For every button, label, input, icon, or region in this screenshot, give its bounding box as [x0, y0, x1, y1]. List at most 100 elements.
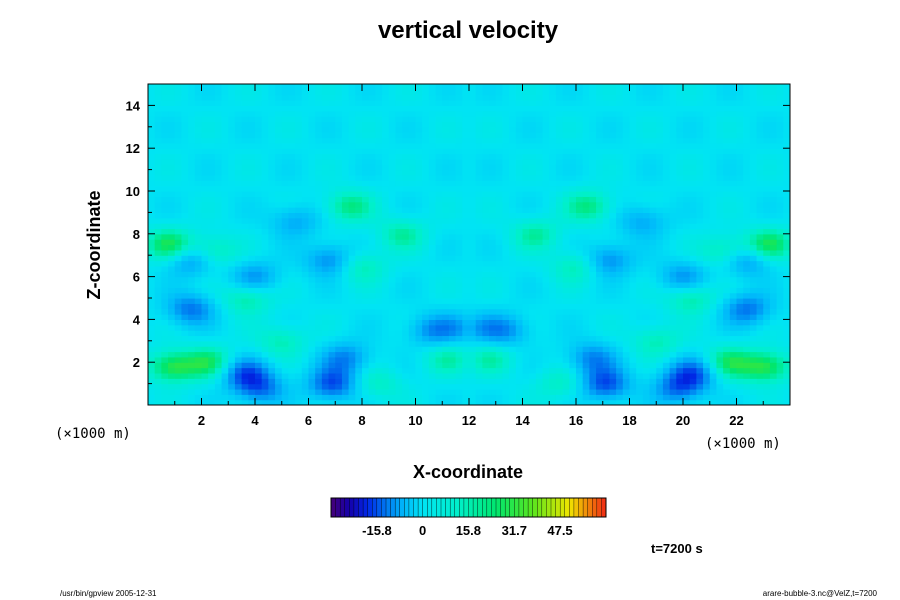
- heatmap-cell: [301, 89, 310, 96]
- heatmap-cell: [662, 164, 671, 171]
- heatmap-cell: [529, 249, 537, 256]
- heatmap-cell: [214, 233, 223, 240]
- heatmap-cell: [295, 126, 303, 133]
- heatmap-cell: [495, 346, 504, 353]
- heatmap-cell: [248, 287, 256, 294]
- heatmap-cell: [161, 249, 169, 256]
- heatmap-cell: [288, 298, 296, 304]
- heatmap-cell: [248, 314, 256, 320]
- heatmap-cell: [295, 281, 303, 288]
- heatmap-cell: [515, 308, 524, 315]
- heatmap-cell: [382, 164, 390, 171]
- heatmap-cell: [248, 281, 256, 288]
- heatmap-cell: [455, 196, 463, 203]
- heatmap-cell: [375, 319, 383, 326]
- heatmap-cell: [214, 346, 223, 353]
- heatmap-cell: [676, 362, 684, 369]
- heatmap-cell: [328, 94, 336, 101]
- heatmap-cell: [469, 383, 477, 390]
- heatmap-cell: [562, 132, 570, 139]
- heatmap-cell: [301, 260, 310, 267]
- heatmap-cell: [208, 399, 216, 405]
- heatmap-cell: [469, 378, 477, 385]
- heatmap-cell: [208, 196, 216, 203]
- heatmap-cell: [275, 121, 283, 128]
- heatmap-cell: [234, 372, 243, 379]
- heatmap-cell: [629, 271, 637, 278]
- heatmap-cell: [368, 153, 376, 160]
- heatmap-cell: [448, 314, 457, 320]
- heatmap-cell: [295, 287, 303, 294]
- heatmap-cell: [362, 281, 370, 288]
- heatmap-cell: [161, 378, 169, 385]
- heatmap-cell: [315, 298, 323, 304]
- heatmap-cell: [168, 105, 176, 112]
- heatmap-cell: [328, 89, 336, 96]
- heatmap-cell: [408, 105, 417, 112]
- heatmap-cell: [188, 105, 196, 112]
- heatmap-cell: [683, 201, 691, 208]
- heatmap-cell: [703, 356, 711, 363]
- heatmap-cell: [415, 324, 423, 331]
- heatmap-cell: [596, 292, 604, 299]
- heatmap-cell: [268, 372, 276, 379]
- heatmap-cell: [502, 217, 510, 224]
- heatmap-cell: [154, 308, 162, 315]
- heatmap-cell: [328, 137, 336, 144]
- heatmap-cell: [469, 121, 477, 128]
- heatmap-cell: [382, 394, 390, 401]
- heatmap-cell: [388, 324, 397, 331]
- heatmap-cell: [629, 223, 637, 230]
- heatmap-cell: [261, 383, 269, 390]
- heatmap-cell: [549, 94, 557, 101]
- heatmap-cell: [462, 378, 470, 385]
- heatmap-cell: [662, 153, 671, 160]
- heatmap-cell: [502, 153, 510, 160]
- heatmap-cell: [181, 346, 189, 353]
- heatmap-cell: [589, 89, 597, 96]
- heatmap-cell: [435, 116, 443, 123]
- heatmap-cell: [341, 303, 350, 310]
- heatmap-cell: [455, 372, 463, 379]
- heatmap-cell: [194, 372, 203, 379]
- heatmap-cell: [636, 356, 644, 363]
- heatmap-cell: [328, 265, 336, 272]
- heatmap-cell: [469, 319, 477, 326]
- heatmap-cell: [248, 180, 256, 187]
- heatmap-cell: [362, 185, 370, 192]
- heatmap-cell: [415, 110, 423, 117]
- heatmap-cell: [261, 314, 269, 320]
- heatmap-cell: [255, 132, 263, 139]
- heatmap-cell: [234, 335, 243, 342]
- heatmap-cell: [495, 399, 504, 405]
- heatmap-cell: [642, 271, 651, 278]
- heatmap-cell: [502, 356, 510, 363]
- heatmap-cell: [168, 217, 176, 224]
- heatmap-cell: [255, 330, 263, 337]
- heatmap-cell: [408, 142, 417, 149]
- heatmap-cell: [629, 116, 637, 123]
- heatmap-cell: [649, 260, 657, 267]
- heatmap-cell: [355, 164, 363, 171]
- heatmap-cell: [201, 383, 209, 390]
- heatmap-cell: [562, 351, 570, 358]
- heatmap-cell: [576, 255, 584, 262]
- heatmap-cell: [542, 191, 550, 197]
- heatmap-cell: [315, 158, 323, 165]
- heatmap-cell: [168, 244, 176, 251]
- heatmap-cell: [275, 142, 283, 149]
- heatmap-cell: [174, 388, 183, 395]
- heatmap-cell: [562, 212, 570, 219]
- heatmap-cell: [328, 233, 336, 240]
- heatmap-cell: [174, 394, 183, 401]
- heatmap-cell: [288, 174, 296, 181]
- heatmap-cell: [328, 244, 336, 251]
- heatmap-cell: [549, 137, 557, 144]
- heatmap-cell: [495, 351, 504, 358]
- heatmap-cell: [622, 142, 631, 149]
- heatmap-cell: [509, 271, 517, 278]
- heatmap-cell: [395, 223, 403, 230]
- heatmap-cell: [683, 126, 691, 133]
- heatmap-cell: [683, 169, 691, 176]
- heatmap-cell: [188, 298, 196, 304]
